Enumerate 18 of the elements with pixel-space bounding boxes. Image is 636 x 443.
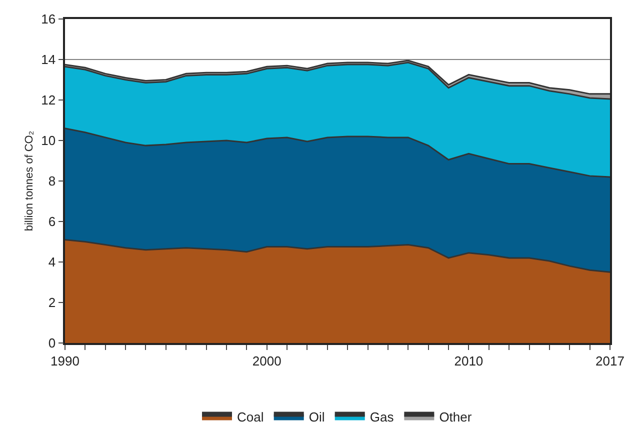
- legend-label: Oil: [308, 409, 325, 424]
- y-tick-label: 8: [48, 174, 56, 189]
- y-tick-label: 6: [48, 214, 56, 230]
- y-tick-label: 2: [48, 295, 56, 310]
- y-tick-label: 4: [48, 254, 56, 270]
- legend-label: Gas: [370, 409, 394, 424]
- y-tick-label: 12: [41, 92, 56, 108]
- x-tick-label: 1990: [50, 353, 80, 368]
- legend-label: Other: [439, 409, 472, 424]
- y-tick-label: 16: [41, 12, 56, 27]
- x-tick-label: 2010: [454, 353, 484, 368]
- x-tick-label: 2017: [596, 353, 624, 368]
- x-tick-label: 2000: [252, 353, 282, 368]
- y-tick-label: 10: [41, 133, 56, 148]
- legend-label: Coal: [237, 409, 264, 424]
- y-tick-label: 0: [48, 336, 56, 351]
- y-tick-label: 14: [41, 52, 56, 68]
- y-axis-title: billion tonnes of CO₂: [24, 130, 36, 232]
